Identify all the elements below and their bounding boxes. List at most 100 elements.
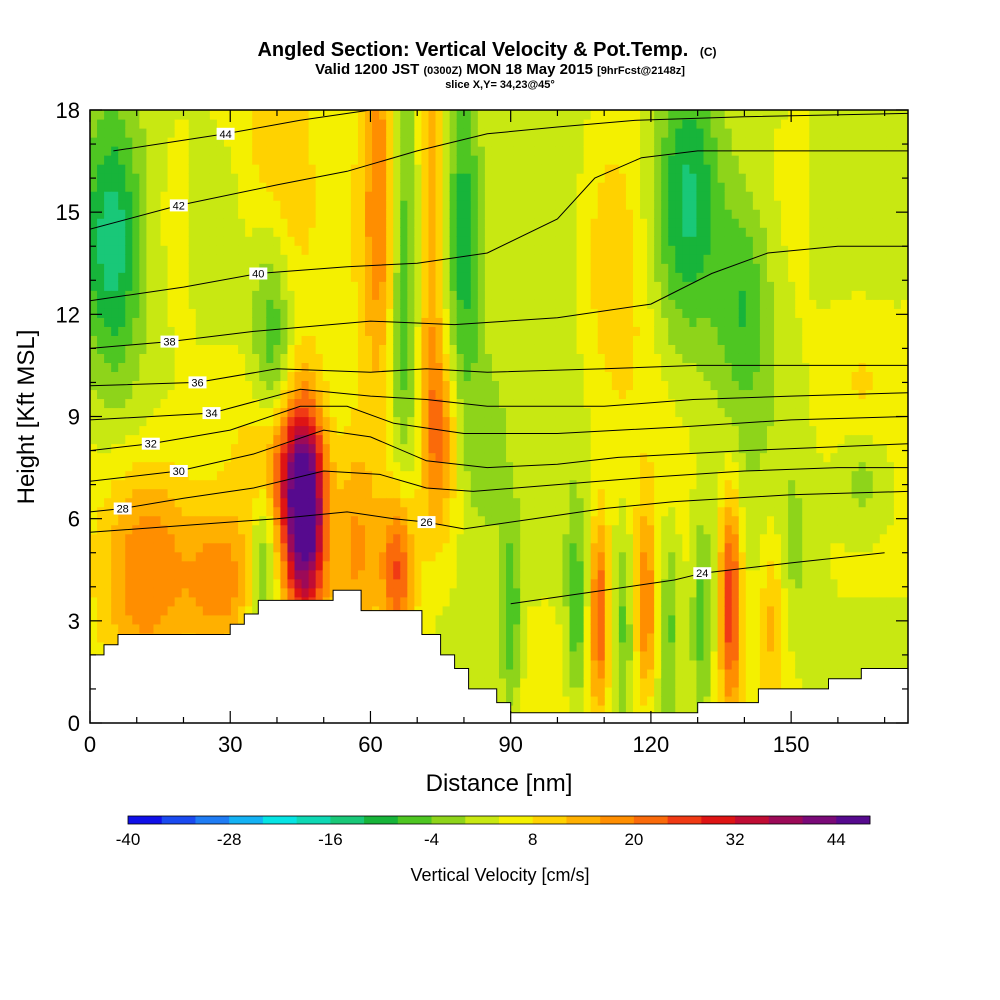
velocity-cell — [139, 353, 148, 364]
velocity-cell — [428, 209, 437, 219]
velocity-cell — [576, 326, 585, 336]
velocity-cell — [252, 461, 260, 472]
velocity-cell — [174, 209, 183, 219]
velocity-cell — [238, 515, 246, 526]
velocity-cell — [252, 317, 260, 327]
velocity-cell — [146, 227, 155, 237]
velocity-cell — [231, 398, 239, 409]
velocity-cell — [527, 695, 535, 706]
velocity-cell — [386, 416, 394, 427]
velocity-cell — [491, 290, 500, 300]
velocity-cell — [386, 236, 394, 246]
velocity-cell — [216, 335, 225, 345]
velocity-cell — [231, 560, 239, 571]
velocity-cell — [301, 254, 310, 264]
velocity-cell — [590, 182, 599, 192]
velocity-cell — [590, 344, 599, 354]
velocity-cell — [111, 632, 119, 643]
velocity-cell — [562, 515, 571, 526]
velocity-cell — [414, 344, 423, 354]
velocity-cell — [238, 155, 246, 165]
velocity-cell — [414, 227, 423, 237]
velocity-cell — [336, 173, 345, 183]
velocity-cell — [365, 515, 373, 526]
velocity-cell — [555, 524, 564, 535]
velocity-cell — [287, 425, 296, 436]
velocity-cell — [160, 254, 169, 264]
velocity-cell — [181, 380, 190, 391]
velocity-cell — [407, 407, 415, 418]
velocity-cell — [188, 497, 197, 508]
velocity-cell — [583, 407, 592, 418]
velocity-cell — [541, 515, 549, 526]
velocity-cell — [195, 344, 204, 354]
velocity-cell — [365, 452, 373, 463]
velocity-cell — [153, 254, 162, 264]
velocity-cell — [400, 470, 408, 481]
velocity-cell — [252, 344, 260, 354]
velocity-cell — [548, 641, 557, 652]
velocity-cell — [386, 281, 394, 291]
velocity-cell — [513, 704, 521, 715]
velocity-cell — [534, 272, 542, 282]
velocity-cell — [435, 515, 444, 526]
velocity-cell — [231, 488, 239, 499]
velocity-cell — [259, 524, 267, 535]
velocity-cell — [400, 371, 408, 382]
velocity-cell — [393, 569, 401, 580]
velocity-cell — [583, 668, 592, 679]
velocity-cell — [90, 407, 98, 418]
velocity-cell — [597, 434, 606, 445]
velocity-cell — [463, 236, 472, 246]
velocity-cell — [174, 317, 183, 327]
velocity-cell — [357, 479, 366, 490]
velocity-cell — [301, 578, 310, 589]
velocity-cell — [329, 344, 338, 354]
velocity-cell — [97, 560, 105, 571]
velocity-cell — [562, 551, 571, 562]
velocity-cell — [576, 155, 585, 165]
velocity-cell — [280, 344, 289, 354]
velocity-cell — [125, 497, 133, 508]
velocity-cell — [357, 587, 366, 598]
velocity-cell — [393, 380, 401, 391]
velocity-cell — [301, 389, 310, 400]
velocity-cell — [315, 443, 324, 454]
velocity-cell — [153, 389, 162, 400]
velocity-cell — [590, 362, 599, 373]
velocity-cell — [407, 119, 415, 129]
velocity-cell — [470, 632, 479, 643]
velocity-cell — [167, 191, 176, 201]
velocity-cell — [372, 164, 380, 174]
velocity-cell — [400, 263, 408, 273]
velocity-cell — [590, 218, 599, 228]
velocity-cell — [435, 200, 444, 210]
velocity-cell — [104, 182, 112, 192]
velocity-cell — [604, 704, 613, 715]
velocity-cell — [301, 155, 310, 165]
velocity-cell — [499, 389, 507, 400]
velocity-cell — [259, 299, 267, 309]
velocity-cell — [357, 515, 366, 526]
velocity-cell — [216, 398, 225, 409]
velocity-cell — [442, 146, 451, 156]
velocity-cell — [562, 155, 571, 165]
velocity-cell — [188, 569, 197, 580]
velocity-cell — [139, 146, 148, 156]
velocity-cell — [90, 335, 98, 345]
velocity-cell — [372, 380, 380, 391]
velocity-cell — [428, 551, 437, 562]
velocity-cell — [287, 227, 296, 237]
velocity-cell — [365, 200, 373, 210]
velocity-cell — [238, 614, 246, 625]
velocity-cell — [583, 659, 592, 670]
velocity-cell — [343, 515, 352, 526]
velocity-cell — [449, 227, 458, 237]
velocity-cell — [449, 614, 458, 625]
velocity-cell — [308, 236, 317, 246]
velocity-cell — [477, 398, 486, 409]
velocity-cell — [301, 299, 310, 309]
velocity-cell — [350, 569, 359, 580]
velocity-cell — [280, 335, 289, 345]
velocity-cell — [499, 191, 507, 201]
